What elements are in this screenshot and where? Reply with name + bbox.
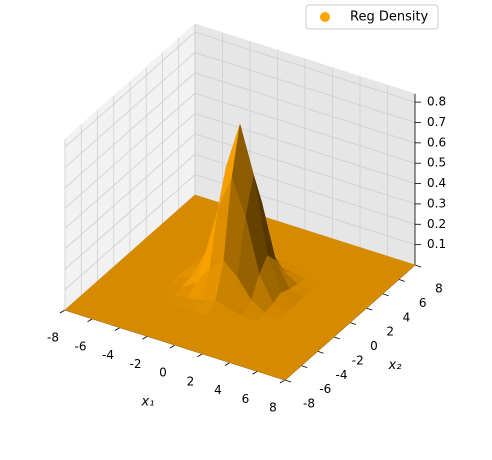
y-tick-label: 8 (435, 282, 443, 296)
surface-patch (270, 368, 294, 381)
x-tick (87, 318, 93, 323)
y-tick-label: 4 (403, 310, 411, 324)
y-tick (333, 336, 340, 340)
y-tick-label: -6 (319, 382, 331, 396)
x-tick-label: -4 (102, 348, 114, 362)
grid-line (64, 113, 196, 229)
x-tick-label: 2 (187, 374, 195, 388)
x-tick-label: 6 (242, 392, 250, 406)
legend: Reg Density (305, 4, 439, 30)
y-tick (349, 322, 357, 325)
y-tick-label: -2 (352, 353, 364, 367)
grid-line (194, 52, 416, 123)
z-tick-label: 0.2 (427, 217, 446, 231)
grid-line (194, 133, 416, 205)
grid-line (194, 31, 416, 103)
y-tick (398, 278, 405, 282)
x-tick (279, 379, 286, 384)
x-tick (224, 362, 231, 366)
y-tick (366, 307, 373, 311)
z-tick-label: 0.8 (427, 95, 446, 109)
x-tick-label: 0 (159, 366, 167, 380)
grid-line (64, 174, 196, 290)
x-tick-label: -2 (130, 357, 142, 371)
z-tick-label: 0.7 (427, 115, 446, 129)
grid-line (64, 153, 196, 270)
x-tick (252, 370, 258, 375)
legend-box (305, 4, 439, 30)
grid-line (64, 31, 196, 148)
z-tick-label: 0.6 (427, 135, 446, 149)
x-tick-label: -6 (75, 339, 87, 353)
y-tick-label: 2 (386, 325, 394, 339)
z-tick-label: 0.5 (427, 156, 446, 170)
y-tick (414, 264, 422, 268)
grid-line (194, 72, 416, 144)
x-axis-label: x₁ (141, 395, 155, 410)
z-tick-label: 0.1 (427, 237, 446, 251)
y-tick-label: -8 (303, 397, 315, 411)
grid-line (194, 113, 416, 184)
z-tick-label: 0.3 (427, 196, 446, 210)
y-tick (382, 293, 389, 297)
x-tick (197, 353, 203, 358)
x-tick-label: -8 (47, 331, 59, 345)
grid-line (64, 52, 196, 168)
y-tick-label: 0 (370, 339, 378, 353)
y-axis-label: x₂ (388, 358, 402, 373)
x-tick (114, 327, 121, 331)
x-tick-label: 4 (214, 383, 222, 397)
grid-line (64, 133, 196, 250)
z-tick-label: 0.4 (427, 176, 446, 190)
x-tick (169, 344, 176, 349)
y-tick-label: 6 (419, 296, 427, 310)
grid-line (64, 72, 196, 189)
legend-marker (320, 12, 330, 22)
legend-label: Reg Density (350, 10, 429, 25)
x-tick (59, 309, 66, 314)
grid-line (64, 92, 196, 209)
y-tick (317, 350, 324, 354)
y-tick (284, 379, 292, 383)
x-tick-label: 8 (269, 401, 277, 415)
y-tick (301, 365, 308, 369)
grid-line (194, 92, 416, 164)
x-tick (142, 335, 148, 340)
y-tick-label: -4 (336, 368, 348, 382)
